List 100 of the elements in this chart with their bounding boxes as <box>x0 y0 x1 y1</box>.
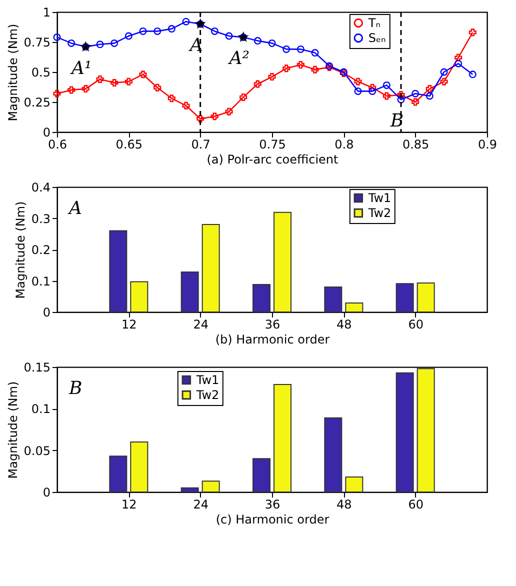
point <box>368 84 376 92</box>
y-tick-label: 0 <box>42 306 50 320</box>
x-tick-label: 0.65 <box>116 138 143 152</box>
point <box>412 90 420 98</box>
y-tick-label: 0.1 <box>31 402 50 416</box>
bar <box>396 283 414 312</box>
point <box>296 45 304 53</box>
point <box>254 37 262 45</box>
point <box>68 86 76 94</box>
point <box>454 60 462 68</box>
point <box>182 18 190 26</box>
bar <box>416 368 435 492</box>
point <box>182 102 190 110</box>
point <box>282 64 290 72</box>
y-tick-label: 0.2 <box>31 243 50 257</box>
point <box>426 92 434 100</box>
x-tick-label: 0.85 <box>402 138 430 152</box>
x-tick-label: 60 <box>408 318 424 332</box>
x-tick-label: 0.8 <box>334 138 354 152</box>
legend-label: Tw1 <box>195 373 220 387</box>
y-tick-label: 1 <box>42 6 50 20</box>
legend-label: Tₙ <box>367 16 381 30</box>
y-tick-label: 0.15 <box>24 360 50 374</box>
x-axis-title: (a) Polr-arc coefficient <box>206 152 339 166</box>
annotation: A¹ <box>70 58 92 79</box>
y-tick-label: 0.1 <box>31 274 50 288</box>
bar <box>180 487 199 492</box>
y-tick-label: 0 <box>42 126 50 140</box>
point <box>296 61 304 69</box>
point <box>426 85 434 93</box>
y-axis-title: Magnitude (Nm) <box>6 24 20 122</box>
bar <box>180 272 199 312</box>
x-tick-label: 24 <box>193 318 208 332</box>
point <box>82 85 90 93</box>
point <box>139 27 147 35</box>
legend-label: Tw2 <box>195 388 220 402</box>
bar <box>130 281 148 312</box>
y-tick-label: 0.3 <box>31 212 50 226</box>
point <box>96 75 104 83</box>
x-tick-label: 48 <box>336 498 352 512</box>
bar <box>130 442 148 492</box>
point <box>139 70 147 78</box>
point <box>240 93 248 101</box>
point <box>110 39 118 47</box>
point <box>354 87 362 95</box>
bar <box>274 212 292 312</box>
bar <box>109 456 128 492</box>
point <box>311 66 319 74</box>
bar <box>274 384 292 492</box>
annotation: B <box>68 378 82 399</box>
x-tick-label: 36 <box>264 318 280 332</box>
x-axis-title: (b) Harmonic order <box>215 332 330 346</box>
bar <box>324 286 342 312</box>
point <box>397 96 405 104</box>
bar <box>202 480 220 492</box>
point <box>454 54 462 62</box>
x-tick-label: 0.6 <box>48 138 68 152</box>
point <box>225 32 233 40</box>
point <box>368 87 376 95</box>
point <box>282 45 290 53</box>
point <box>382 92 390 100</box>
x-tick-label: 36 <box>264 498 280 512</box>
point <box>254 80 262 88</box>
y-axis-title: Magnitude (Nm) <box>13 201 28 299</box>
point <box>440 78 448 86</box>
annotation: A² <box>227 48 250 70</box>
bar <box>252 284 270 312</box>
y-tick-label: 0.4 <box>31 180 50 194</box>
y-tick-label: 0.05 <box>24 444 50 458</box>
point <box>354 78 362 86</box>
y-tick-label: 0.5 <box>31 66 50 80</box>
point <box>168 94 176 102</box>
x-axis-title: (c) Harmonic order <box>216 512 330 526</box>
point <box>268 73 276 81</box>
point <box>412 98 420 106</box>
point <box>80 40 92 52</box>
x-tick-label: 0.9 <box>478 138 498 152</box>
legend-label: Tw2 <box>367 206 392 220</box>
point <box>210 27 218 35</box>
point <box>68 39 76 47</box>
legend-label: Tw1 <box>367 191 392 205</box>
point <box>110 79 118 87</box>
bar <box>416 282 435 312</box>
y-axis-title: Magnitude (Nm) <box>6 381 20 479</box>
bar <box>252 458 270 492</box>
x-tick-label: 60 <box>408 498 424 512</box>
y-tick-label: 0.25 <box>24 96 50 110</box>
point <box>96 40 104 48</box>
point <box>440 68 448 76</box>
point <box>210 112 218 120</box>
x-tick-label: 48 <box>336 318 352 332</box>
y-tick-label: 0.75 <box>24 36 50 50</box>
y-tick-label: 0 <box>42 486 50 500</box>
bar <box>396 372 414 492</box>
bar <box>324 417 342 492</box>
point <box>382 81 390 89</box>
bar <box>109 230 128 312</box>
point <box>53 90 61 98</box>
point <box>154 84 162 92</box>
bar <box>202 224 220 312</box>
